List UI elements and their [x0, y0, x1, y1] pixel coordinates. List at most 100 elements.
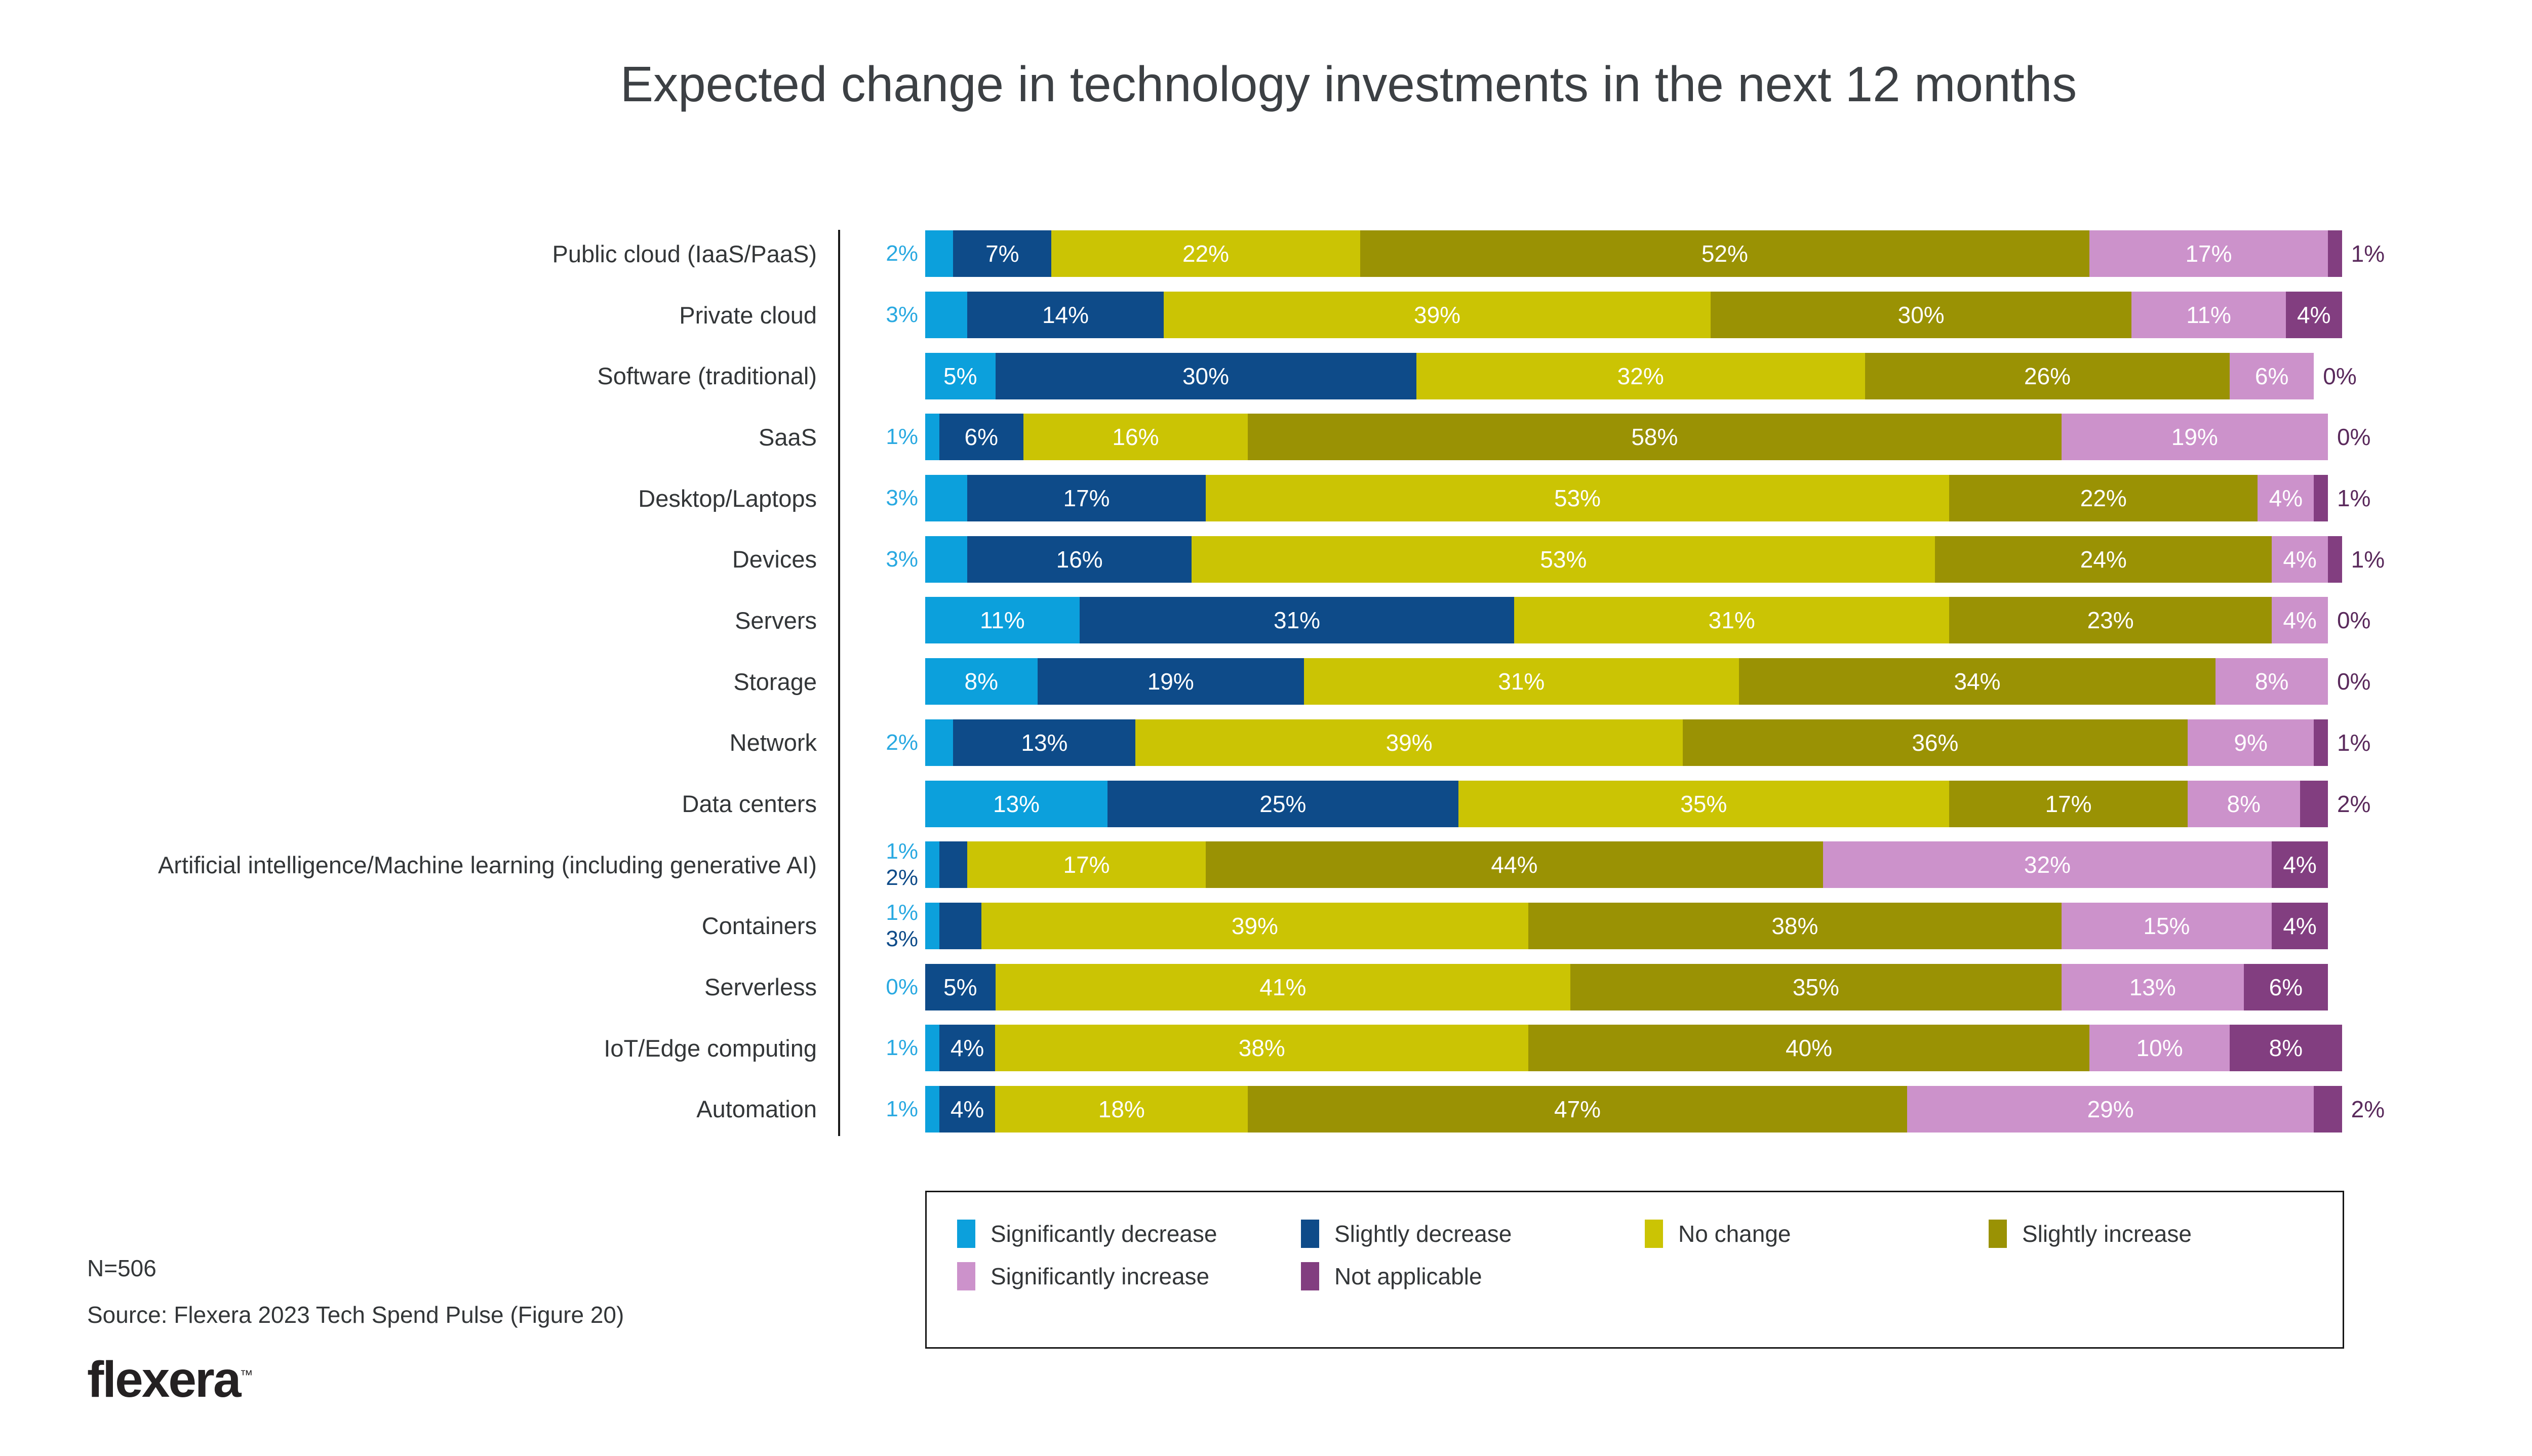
- segment-slightly-decrease: 6%: [939, 414, 1023, 461]
- stacked-bar: 5% 41% 35% 13% 6%: [925, 963, 2328, 1010]
- outside-left-value-labels: 1% 3%: [838, 900, 918, 951]
- chart-row: Serverless 0% 5% 41% 35% 13% 6%: [0, 956, 2532, 1018]
- outside-left-value-labels: 1%: [838, 1025, 918, 1071]
- outside-left-value-labels: [838, 597, 918, 643]
- segment-significantly-increase: 4%: [2272, 597, 2328, 644]
- segment-not-applicable: [2314, 1085, 2342, 1133]
- stacked-bar: 14% 39% 30% 11% 4%: [925, 292, 2342, 339]
- chart-row: Artificial intelligence/Machine learning…: [0, 834, 2532, 896]
- segment-slightly-increase: 52%: [1360, 230, 2090, 277]
- segment-no-change: 39%: [1135, 719, 1683, 766]
- flexera-logo-text: flexera: [87, 1351, 241, 1408]
- legend-label: No change: [1678, 1221, 1791, 1247]
- legend-label: Not applicable: [1334, 1263, 1482, 1289]
- bar-zone: 3% 14% 39% 30% 11% 4%: [838, 292, 2532, 339]
- outside-left-value-labels: 3%: [838, 292, 918, 338]
- stacked-bar: 5% 30% 32% 26% 6%: [925, 352, 2314, 399]
- chart-row: Private cloud 3% 14% 39% 30% 11% 4%: [0, 285, 2532, 346]
- bar-zone: 8% 19% 31% 34% 8% 0%: [838, 658, 2532, 705]
- category-label: Artificial intelligence/Machine learning…: [157, 851, 817, 878]
- bar-zone: 1% 3% 39% 38% 15% 4%: [838, 900, 2532, 951]
- segment-significantly-decrease: [925, 902, 939, 949]
- segment-slightly-decrease: 5%: [925, 963, 996, 1010]
- category-label: Storage: [733, 668, 817, 695]
- value-label-not-applicable: 2%: [2337, 790, 2371, 817]
- legend-swatch-slightly-increase: [1989, 1220, 2007, 1248]
- segment-slightly-increase: 30%: [1711, 292, 2132, 339]
- segment-not-applicable: 8%: [2230, 1025, 2342, 1072]
- category-label: Containers: [701, 912, 817, 940]
- category-label: Public cloud (IaaS/PaaS): [552, 240, 817, 267]
- stacked-bar: 4% 38% 40% 10% 8%: [925, 1025, 2342, 1072]
- stacked-bar: 17% 53% 22% 4%: [925, 475, 2328, 522]
- segment-slightly-decrease: 13%: [953, 719, 1136, 766]
- segment-not-applicable: 4%: [2272, 902, 2328, 949]
- segment-slightly-decrease: 30%: [995, 352, 1416, 399]
- legend-item-significantly-decrease: Significantly decrease: [957, 1220, 1301, 1248]
- stacked-bar: 16% 53% 24% 4%: [925, 536, 2342, 583]
- segment-significantly-increase: 10%: [2089, 1025, 2230, 1072]
- bar-zone: 1% 2% 17% 44% 32% 4%: [838, 839, 2532, 891]
- segment-no-change: 16%: [1023, 414, 1248, 461]
- segment-slightly-increase: 17%: [1949, 780, 2188, 827]
- segment-significantly-decrease: [925, 1085, 939, 1133]
- chart-row: SaaS 1% 6% 16% 58% 19% 0%: [0, 407, 2532, 468]
- segment-significantly-increase: 32%: [1823, 841, 2272, 888]
- segment-no-change: 39%: [981, 902, 1529, 949]
- segment-no-change: 18%: [995, 1085, 1248, 1133]
- segment-significantly-increase: 29%: [1907, 1085, 2314, 1133]
- segment-slightly-decrease: 25%: [1107, 780, 1458, 827]
- value-label-not-applicable: 0%: [2337, 607, 2371, 634]
- bar-zone: 2% 7% 22% 52% 17% 1%: [838, 230, 2532, 277]
- chart-row: Public cloud (IaaS/PaaS) 2% 7% 22% 52% 17% 1%: [0, 223, 2532, 285]
- outside-left-value-labels: 1% 2%: [838, 839, 918, 891]
- legend-label: Slightly decrease: [1334, 1221, 1512, 1247]
- segment-not-applicable: 6%: [2243, 963, 2328, 1010]
- segment-no-change: 22%: [1051, 230, 1360, 277]
- stacked-bar: 8% 19% 31% 34% 8%: [925, 658, 2328, 705]
- legend-swatch-significantly-decrease: [957, 1220, 975, 1248]
- outside-left-value-labels: 2%: [838, 230, 918, 277]
- segment-not-applicable: 4%: [2272, 841, 2328, 888]
- category-label: Software (traditional): [597, 362, 817, 390]
- segment-significantly-increase: 17%: [2089, 230, 2328, 277]
- segment-slightly-decrease: [939, 902, 981, 949]
- category-label: Desktop/Laptops: [638, 484, 817, 512]
- segment-not-applicable: [2314, 475, 2328, 522]
- bar-zone: 3% 16% 53% 24% 4% 1%: [838, 536, 2532, 583]
- segment-significantly-increase: 6%: [2230, 352, 2314, 399]
- source-note: Source: Flexera 2023 Tech Spend Pulse (F…: [87, 1302, 624, 1328]
- legend-swatch-significantly-increase: [957, 1262, 975, 1290]
- segment-slightly-decrease: 17%: [967, 475, 1206, 522]
- value-label-significantly-decrease: 1%: [886, 424, 918, 450]
- segment-significantly-decrease: [925, 1025, 939, 1072]
- segment-slightly-increase: 40%: [1528, 1025, 2090, 1072]
- segment-slightly-increase: 36%: [1682, 719, 2188, 766]
- legend-item-slightly-decrease: Slightly decrease: [1301, 1220, 1645, 1248]
- bar-zone: 1% 4% 38% 40% 10% 8%: [838, 1025, 2532, 1072]
- segment-slightly-decrease: 31%: [1079, 597, 1515, 644]
- stacked-bar: 13% 39% 36% 9%: [925, 719, 2328, 766]
- chart-row: Containers 1% 3% 39% 38% 15% 4%: [0, 896, 2532, 957]
- legend-swatch-not-applicable: [1301, 1262, 1319, 1290]
- stacked-bar: 39% 38% 15% 4%: [925, 902, 2328, 949]
- segment-slightly-decrease: 14%: [967, 292, 1164, 339]
- segment-significantly-decrease: [925, 719, 954, 766]
- segment-slightly-increase: 22%: [1949, 475, 2258, 522]
- chart-row: Storage 8% 19% 31% 34% 8% 0%: [0, 651, 2532, 712]
- legend-item-significantly-increase: Significantly increase: [957, 1262, 1301, 1290]
- segment-slightly-increase: 34%: [1738, 658, 2216, 705]
- value-label-slightly-decrease: 2%: [886, 865, 918, 891]
- value-label-not-applicable: 1%: [2337, 485, 2371, 512]
- outside-left-value-labels: 2%: [838, 719, 918, 766]
- segment-significantly-decrease: [925, 536, 968, 583]
- chart-row: Devices 3% 16% 53% 24% 4% 1%: [0, 529, 2532, 590]
- stacked-bar: 6% 16% 58% 19%: [925, 414, 2328, 461]
- value-label-not-applicable: 1%: [2351, 240, 2385, 267]
- segment-significantly-decrease: [925, 475, 968, 522]
- segment-significantly-decrease: 5%: [925, 352, 996, 399]
- footer: N=506 Source: Flexera 2023 Tech Spend Pu…: [87, 1255, 624, 1409]
- value-label-significantly-decrease: 2%: [886, 241, 918, 266]
- chart-title: Expected change in technology investment…: [620, 56, 2077, 112]
